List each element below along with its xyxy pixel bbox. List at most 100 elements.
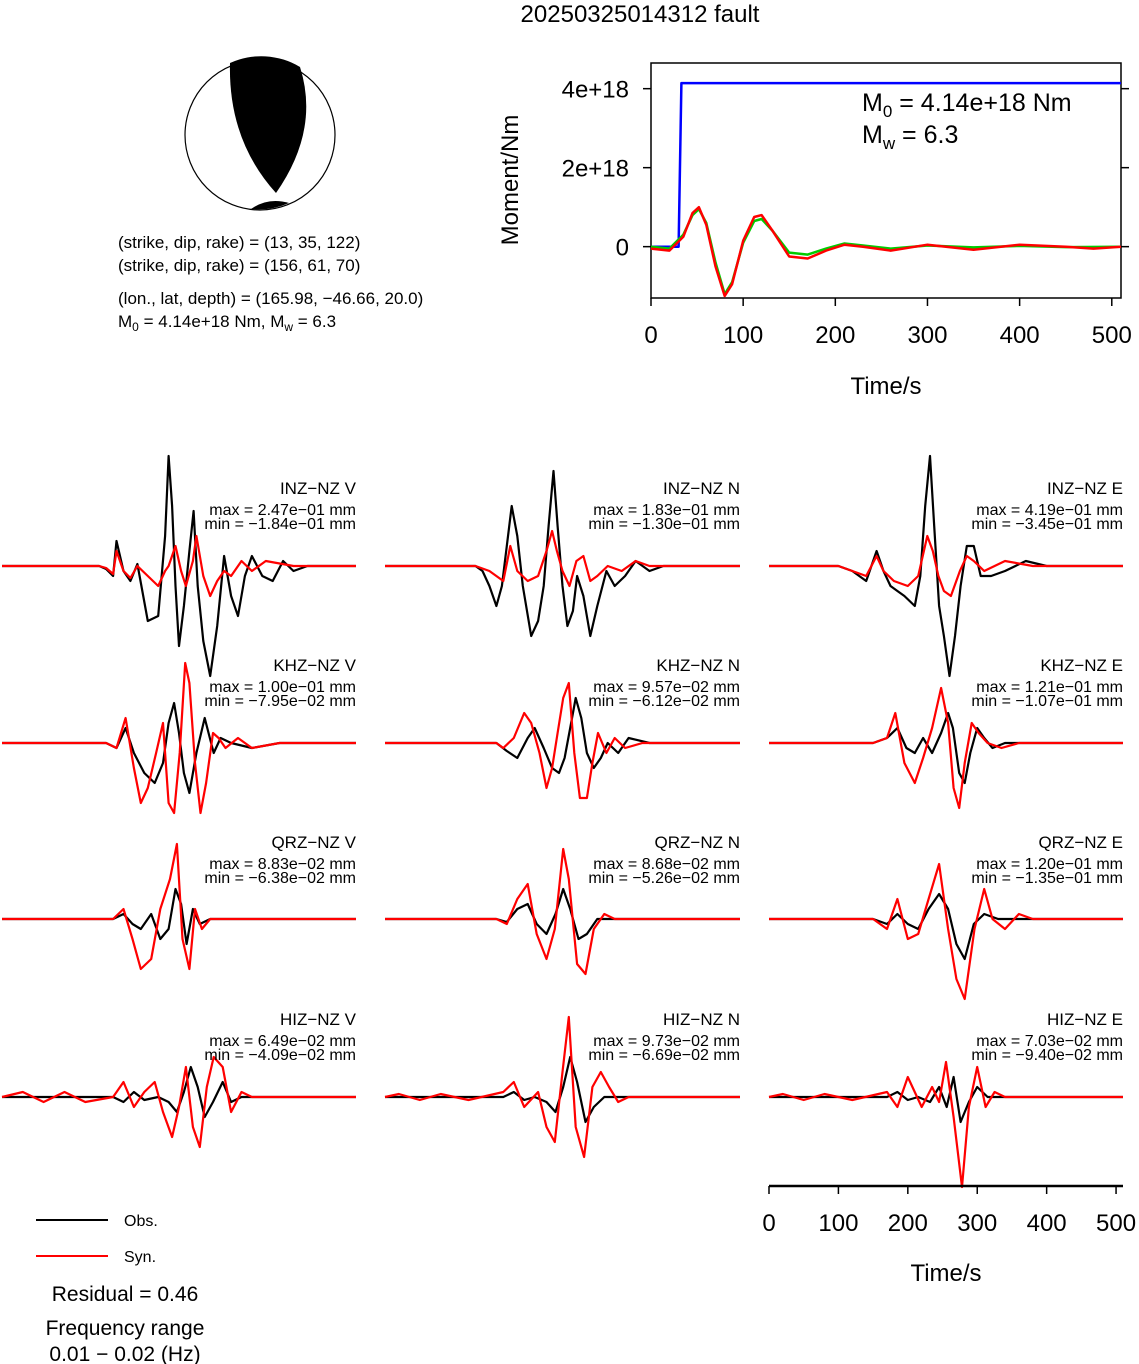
waveform-x-axis-label: Time/s: [910, 1260, 981, 1287]
mechanism-plane1: (strike, dip, rake) = (13, 35, 122): [118, 233, 360, 252]
max-amplitude: max = 4.19e−01 mm: [976, 502, 1123, 519]
frequency-label: Frequency range: [46, 1317, 205, 1340]
waveform-x-tick-label: 300: [957, 1210, 997, 1237]
min-amplitude: min = −1.07e−01 mm: [971, 693, 1123, 710]
residual-value: Residual = 0.46: [52, 1283, 199, 1306]
min-amplitude: min = −9.40e−02 mm: [971, 1047, 1123, 1064]
moment-m0-annotation: M0 = 4.14e+18 Nm: [862, 89, 1072, 121]
moment-x-tick-label: 300: [907, 322, 947, 349]
moment-plot-frame: [650, 62, 1122, 299]
station-label: QRZ−NZ N: [655, 833, 740, 852]
station-label: KHZ−NZ V: [273, 656, 356, 675]
synthetic-trace: [385, 847, 740, 976]
min-amplitude: min = −1.84e−01 mm: [204, 516, 356, 533]
moment-x-tick-label: 500: [1092, 322, 1132, 349]
station-label: KHZ−NZ E: [1040, 656, 1123, 675]
max-amplitude: max = 1.00e−01 mm: [209, 679, 356, 696]
observed-trace: [2, 887, 356, 946]
legend: Obs. Syn.: [36, 1213, 158, 1266]
moment-x-axis-label: Time/s: [850, 373, 921, 400]
synthetic-trace: [2, 661, 356, 815]
moment-x-tick-label: 100: [723, 322, 763, 349]
min-amplitude: min = −5.26e−02 mm: [588, 870, 740, 887]
synthetic-trace: [385, 681, 740, 800]
observed-trace: [385, 469, 740, 638]
min-amplitude: min = −3.45e−01 mm: [971, 516, 1123, 533]
waveform-x-tick-label: 0: [762, 1210, 775, 1237]
min-amplitude: min = −7.95e−02 mm: [204, 693, 356, 710]
max-amplitude: max = 1.21e−01 mm: [976, 679, 1123, 696]
max-amplitude: max = 1.20e−01 mm: [976, 856, 1123, 873]
waveform-x-tick-label: 200: [888, 1210, 928, 1237]
waveform-time-axis: 0 100 200 300 400 500: [762, 1184, 1136, 1237]
legend-obs-label: Obs.: [124, 1213, 158, 1230]
max-amplitude: max = 1.83e−01 mm: [593, 502, 740, 519]
max-amplitude: max = 9.57e−02 mm: [593, 679, 740, 696]
beachball-icon: [184, 56, 336, 211]
max-amplitude: max = 9.73e−02 mm: [593, 1033, 740, 1050]
mechanism-moment: M0 = 4.14e+18 Nm, Mw = 6.3: [118, 312, 336, 334]
synthetic-trace: [769, 534, 1123, 598]
observed-trace: [385, 887, 740, 941]
station-label: HIZ−NZ N: [663, 1010, 740, 1029]
synthetic-trace: [2, 842, 356, 971]
synthetic-trace: [1, 1055, 356, 1149]
synthetic-trace: [769, 862, 1123, 1001]
moment-x-tick-label: 200: [815, 322, 855, 349]
station-label: INZ−NZ V: [280, 479, 357, 498]
mechanism-plane2: (strike, dip, rake) = (156, 61, 70): [118, 256, 360, 275]
synthetic-trace: [385, 529, 740, 588]
observed-trace: [2, 1065, 356, 1119]
moment-y-axis-label: Moment/Nm: [497, 115, 524, 246]
observed-trace: [769, 892, 1123, 961]
synthetic-trace: [768, 1060, 1123, 1189]
waveform-x-tick-label: 400: [1027, 1210, 1067, 1237]
moment-series-1: [650, 207, 1122, 296]
moment-series-2: [650, 205, 1122, 298]
moment-x-tick-label: 400: [1000, 322, 1040, 349]
moment-y-tick-label: 4e+18: [562, 77, 629, 104]
station-label: INZ−NZ N: [663, 479, 740, 498]
moment-y-tick-label: 0: [616, 235, 629, 262]
max-amplitude: max = 8.68e−02 mm: [593, 856, 740, 873]
synthetic-trace: [769, 686, 1123, 810]
station-label: QRZ−NZ V: [271, 833, 356, 852]
moment-x-tick-label: 0: [644, 322, 657, 349]
moment-mw-annotation: Mw = 6.3: [862, 121, 958, 153]
station-label: KHZ−NZ N: [656, 656, 740, 675]
min-amplitude: min = −4.09e−02 mm: [204, 1047, 356, 1064]
min-amplitude: min = −1.35e−01 mm: [971, 870, 1123, 887]
frequency-value: 0.01 − 0.02 (Hz): [49, 1343, 200, 1364]
min-amplitude: min = −1.30e−01 mm: [588, 516, 740, 533]
max-amplitude: max = 8.83e−02 mm: [209, 856, 356, 873]
moment-rate-chart: 0 100 200 300 400 500 0 2e+18 4e+18 Time/s Mome…: [497, 62, 1132, 400]
max-amplitude: max = 6.49e−02 mm: [209, 1033, 356, 1050]
mechanism-location: (lon., lat, depth) = (165.98, −46.66, 20…: [118, 289, 423, 308]
station-label: HIZ−NZ V: [280, 1010, 357, 1029]
moment-series-0: [651, 81, 1121, 248]
observed-trace: [769, 1075, 1123, 1124]
moment-x-ticks: 0 100 200 300 400 500: [644, 298, 1132, 349]
synthetic-trace: [384, 1015, 740, 1159]
waveform-x-tick-label: 500: [1096, 1210, 1136, 1237]
max-amplitude: max = 7.03e−02 mm: [976, 1033, 1123, 1050]
min-amplitude: min = −6.69e−02 mm: [588, 1047, 740, 1064]
observed-trace: [385, 696, 740, 775]
station-label: HIZ−NZ E: [1047, 1010, 1123, 1029]
min-amplitude: min = −6.12e−02 mm: [588, 693, 740, 710]
observed-trace: [385, 1055, 740, 1124]
